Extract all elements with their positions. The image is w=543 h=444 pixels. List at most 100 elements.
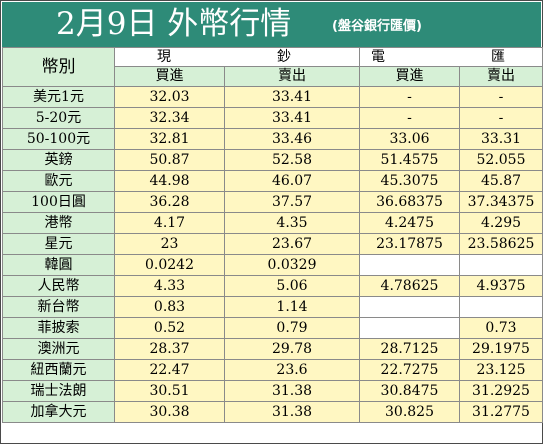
table-row: 韓圓 0.0242 0.0329: [2, 254, 543, 276]
header-transfer: 電 匯: [359, 47, 543, 67]
cash-buy-cell: 32.34: [114, 107, 225, 129]
transfer-sell-cell: 29.1975: [459, 338, 543, 360]
table-row: 新台幣 0.83 1.14: [2, 296, 543, 318]
cash-sell-cell: 29.78: [224, 338, 360, 360]
currency-name: 5-20元: [2, 107, 115, 129]
header-transfer-buy: 買進: [359, 66, 460, 87]
cash-sell-cell: 33.46: [224, 128, 360, 150]
cash-buy-cell: 32.03: [114, 86, 225, 108]
cash-buy-cell: 0.0242: [114, 254, 225, 276]
transfer-sell-cell: 37.34375: [459, 191, 543, 213]
cash-sell-cell: 4.35: [224, 212, 360, 234]
currency-name: 澳洲元: [2, 338, 115, 360]
cash-sell-cell: 23.6: [224, 359, 360, 381]
transfer-sell-cell: 33.31: [459, 128, 543, 150]
transfer-sell-cell: 4.9375: [459, 275, 543, 297]
transfer-sell-cell: 31.2925: [459, 380, 543, 402]
cash-sell-cell: 31.38: [224, 380, 360, 402]
cash-buy-cell: 36.28: [114, 191, 225, 213]
transfer-sell-cell: 23.125: [459, 359, 543, 381]
header-transfer-sell: 賣出: [459, 66, 543, 87]
cash-sell-cell: 0.79: [224, 317, 360, 339]
source-note: (盤谷銀行匯價): [332, 19, 422, 34]
transfer-buy-cell: 51.4575: [359, 149, 460, 171]
header-cash-sell: 賣出: [224, 66, 360, 87]
transfer-buy-cell: 30.825: [359, 401, 460, 423]
transfer-sell-cell: 45.87: [459, 170, 543, 192]
cash-buy-cell: 50.87: [114, 149, 225, 171]
transfer-sell-cell: 52.055: [459, 149, 543, 171]
table-row: 加拿大元 30.38 31.38 30.825 31.2775: [2, 401, 543, 423]
table-row: 港幣 4.17 4.35 4.2475 4.295: [2, 212, 543, 234]
currency-name: 紐西蘭元: [2, 359, 115, 381]
transfer-sell-cell: 4.295: [459, 212, 543, 234]
cash-buy-cell: 28.37: [114, 338, 225, 360]
currency-name: 100日圓: [2, 191, 115, 213]
cash-sell-cell: 33.41: [224, 107, 360, 129]
currency-name: 英鎊: [2, 149, 115, 171]
table-row: 瑞士法朗 30.51 31.38 30.8475 31.2925: [2, 380, 543, 402]
transfer-sell-cell: 0.73: [459, 317, 543, 339]
cash-buy-cell: 4.33: [114, 275, 225, 297]
cash-sell-cell: 31.38: [224, 401, 360, 423]
header-cash: 現 鈔: [114, 47, 360, 67]
cash-sell-cell: 37.57: [224, 191, 360, 213]
currency-name: 星元: [2, 233, 115, 255]
table-row: 星元 23 23.67 23.17875 23.58625: [2, 233, 543, 255]
table-row: 100日圓 36.28 37.57 36.68375 37.34375: [2, 191, 543, 213]
table-row: 澳洲元 28.37 29.78 28.7125 29.1975: [2, 338, 543, 360]
transfer-buy-cell: 4.2475: [359, 212, 460, 234]
header-cash-buy: 買進: [114, 66, 225, 87]
cash-buy-cell: 32.81: [114, 128, 225, 150]
cash-buy-cell: 30.38: [114, 401, 225, 423]
transfer-buy-cell: 36.68375: [359, 191, 460, 213]
transfer-buy-cell: 33.06: [359, 128, 460, 150]
cash-buy-cell: 0.52: [114, 317, 225, 339]
cash-sell-cell: 46.07: [224, 170, 360, 192]
cash-sell-cell: 1.14: [224, 296, 360, 318]
transfer-sell-cell: -: [459, 86, 543, 108]
cash-buy-cell: 22.47: [114, 359, 225, 381]
exchange-rate-table: 幣別 現 鈔 電 匯 買進 賣出 買進 賣出 美元1元 32.03 33.41- -5…: [2, 47, 543, 423]
transfer-buy-cell: 22.7275: [359, 359, 460, 381]
page-title: 2月9日 外幣行情: [56, 6, 292, 42]
transfer-buy-cell: [359, 317, 460, 339]
table-row: 人民幣 4.33 5.06 4.78625 4.9375: [2, 275, 543, 297]
cash-buy-cell: 30.51: [114, 380, 225, 402]
transfer-sell-cell: 23.58625: [459, 233, 543, 255]
transfer-buy-cell: 4.78625: [359, 275, 460, 297]
currency-name: 歐元: [2, 170, 115, 192]
table-row: 菲披索 0.52 0.79 0.73: [2, 317, 543, 339]
transfer-buy-cell: 45.3075: [359, 170, 460, 192]
table-row: 50-100元 32.81 33.46 33.06 33.31: [2, 128, 543, 150]
transfer-sell-cell: 31.2775: [459, 401, 543, 423]
currency-name: 港幣: [2, 212, 115, 234]
transfer-buy-cell: -: [359, 86, 460, 108]
cash-sell-cell: 0.0329: [224, 254, 360, 276]
currency-name: 美元1元: [2, 86, 115, 108]
cash-sell-cell: 52.58: [224, 149, 360, 171]
currency-name: 菲披索: [2, 317, 115, 339]
transfer-buy-cell: [359, 296, 460, 318]
currency-name: 新台幣: [2, 296, 115, 318]
cash-sell-cell: 5.06: [224, 275, 360, 297]
transfer-buy-cell: 28.7125: [359, 338, 460, 360]
table-row: 美元1元 32.03 33.41- -: [2, 86, 543, 108]
cash-sell-cell: 33.41: [224, 86, 360, 108]
transfer-sell-cell: [459, 254, 543, 276]
currency-name: 人民幣: [2, 275, 115, 297]
cash-buy-cell: 0.83: [114, 296, 225, 318]
table-row: 英鎊 50.87 52.58 51.4575 52.055: [2, 149, 543, 171]
transfer-sell-cell: -: [459, 107, 543, 129]
header-currency: 幣別: [2, 47, 115, 87]
currency-name: 韓圓: [2, 254, 115, 276]
table-row: 歐元 44.98 46.07 45.3075 45.87: [2, 170, 543, 192]
transfer-buy-cell: 23.17875: [359, 233, 460, 255]
cash-buy-cell: 23: [114, 233, 225, 255]
cash-buy-cell: 4.17: [114, 212, 225, 234]
transfer-buy-cell: -: [359, 107, 460, 129]
currency-name: 瑞士法朗: [2, 380, 115, 402]
table-row: 5-20元 32.34 33.41- -: [2, 107, 543, 129]
table-row: 紐西蘭元 22.47 23.6 22.7275 23.125: [2, 359, 543, 381]
